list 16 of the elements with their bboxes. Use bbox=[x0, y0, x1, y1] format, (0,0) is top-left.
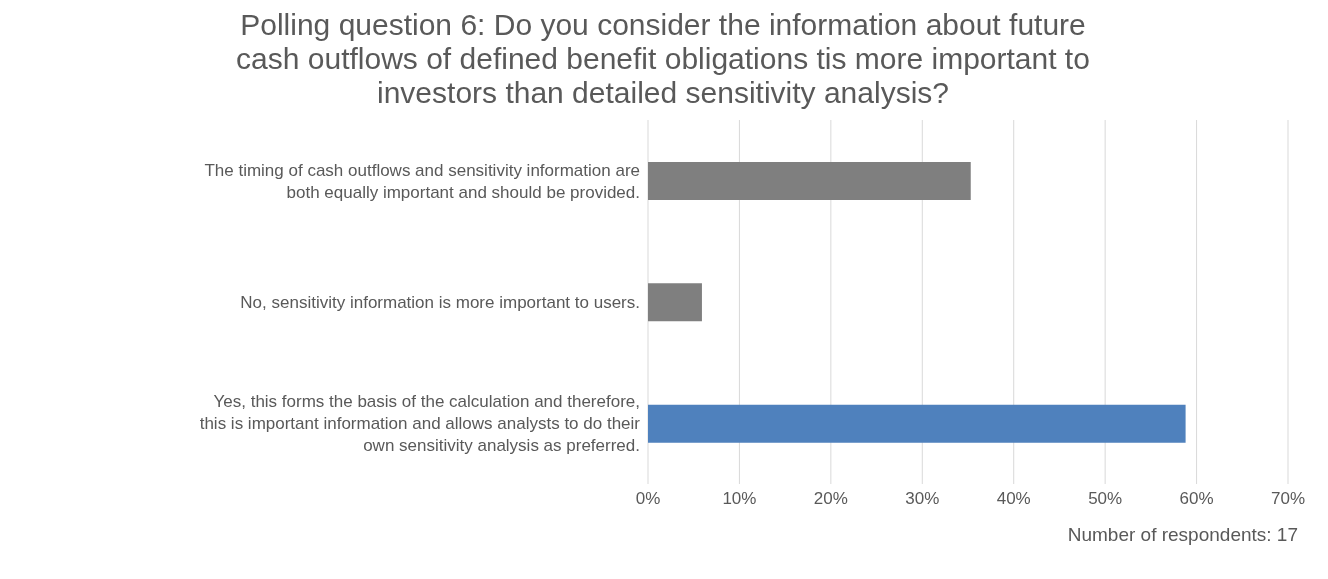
x-tick-label: 50% bbox=[1088, 489, 1123, 509]
y-tick-label: No, sensitivity information is more important to users. bbox=[240, 292, 640, 312]
y-tick-label: The timing of cash outflows and sensitivity information are both equally important and should be provided. bbox=[204, 160, 640, 202]
bar bbox=[648, 283, 702, 322]
x-tick-label: 0% bbox=[635, 489, 661, 509]
bar bbox=[648, 404, 1186, 443]
x-tick-label: 20% bbox=[813, 489, 848, 509]
x-tick-label: 40% bbox=[996, 489, 1031, 509]
x-tick-label: 60% bbox=[1179, 489, 1214, 509]
x-tick-label: 30% bbox=[905, 489, 940, 509]
chart-title: Polling question 6: Do you consider the information about future cash outflows of defined benefit obligations tis more important to investors than detailed sensitivity analysis? bbox=[235, 8, 1091, 110]
x-tick-label: 70% bbox=[1270, 489, 1306, 509]
bar bbox=[648, 162, 971, 200]
x-tick-label: 10% bbox=[722, 489, 757, 509]
text: Number of respondents: 17 bbox=[1066, 524, 1299, 546]
y-tick-label: Yes, this forms the basis of the calculation and therefore, this is important information and allows analysts to do their own sensitivity analysis as preferred. bbox=[199, 392, 641, 456]
